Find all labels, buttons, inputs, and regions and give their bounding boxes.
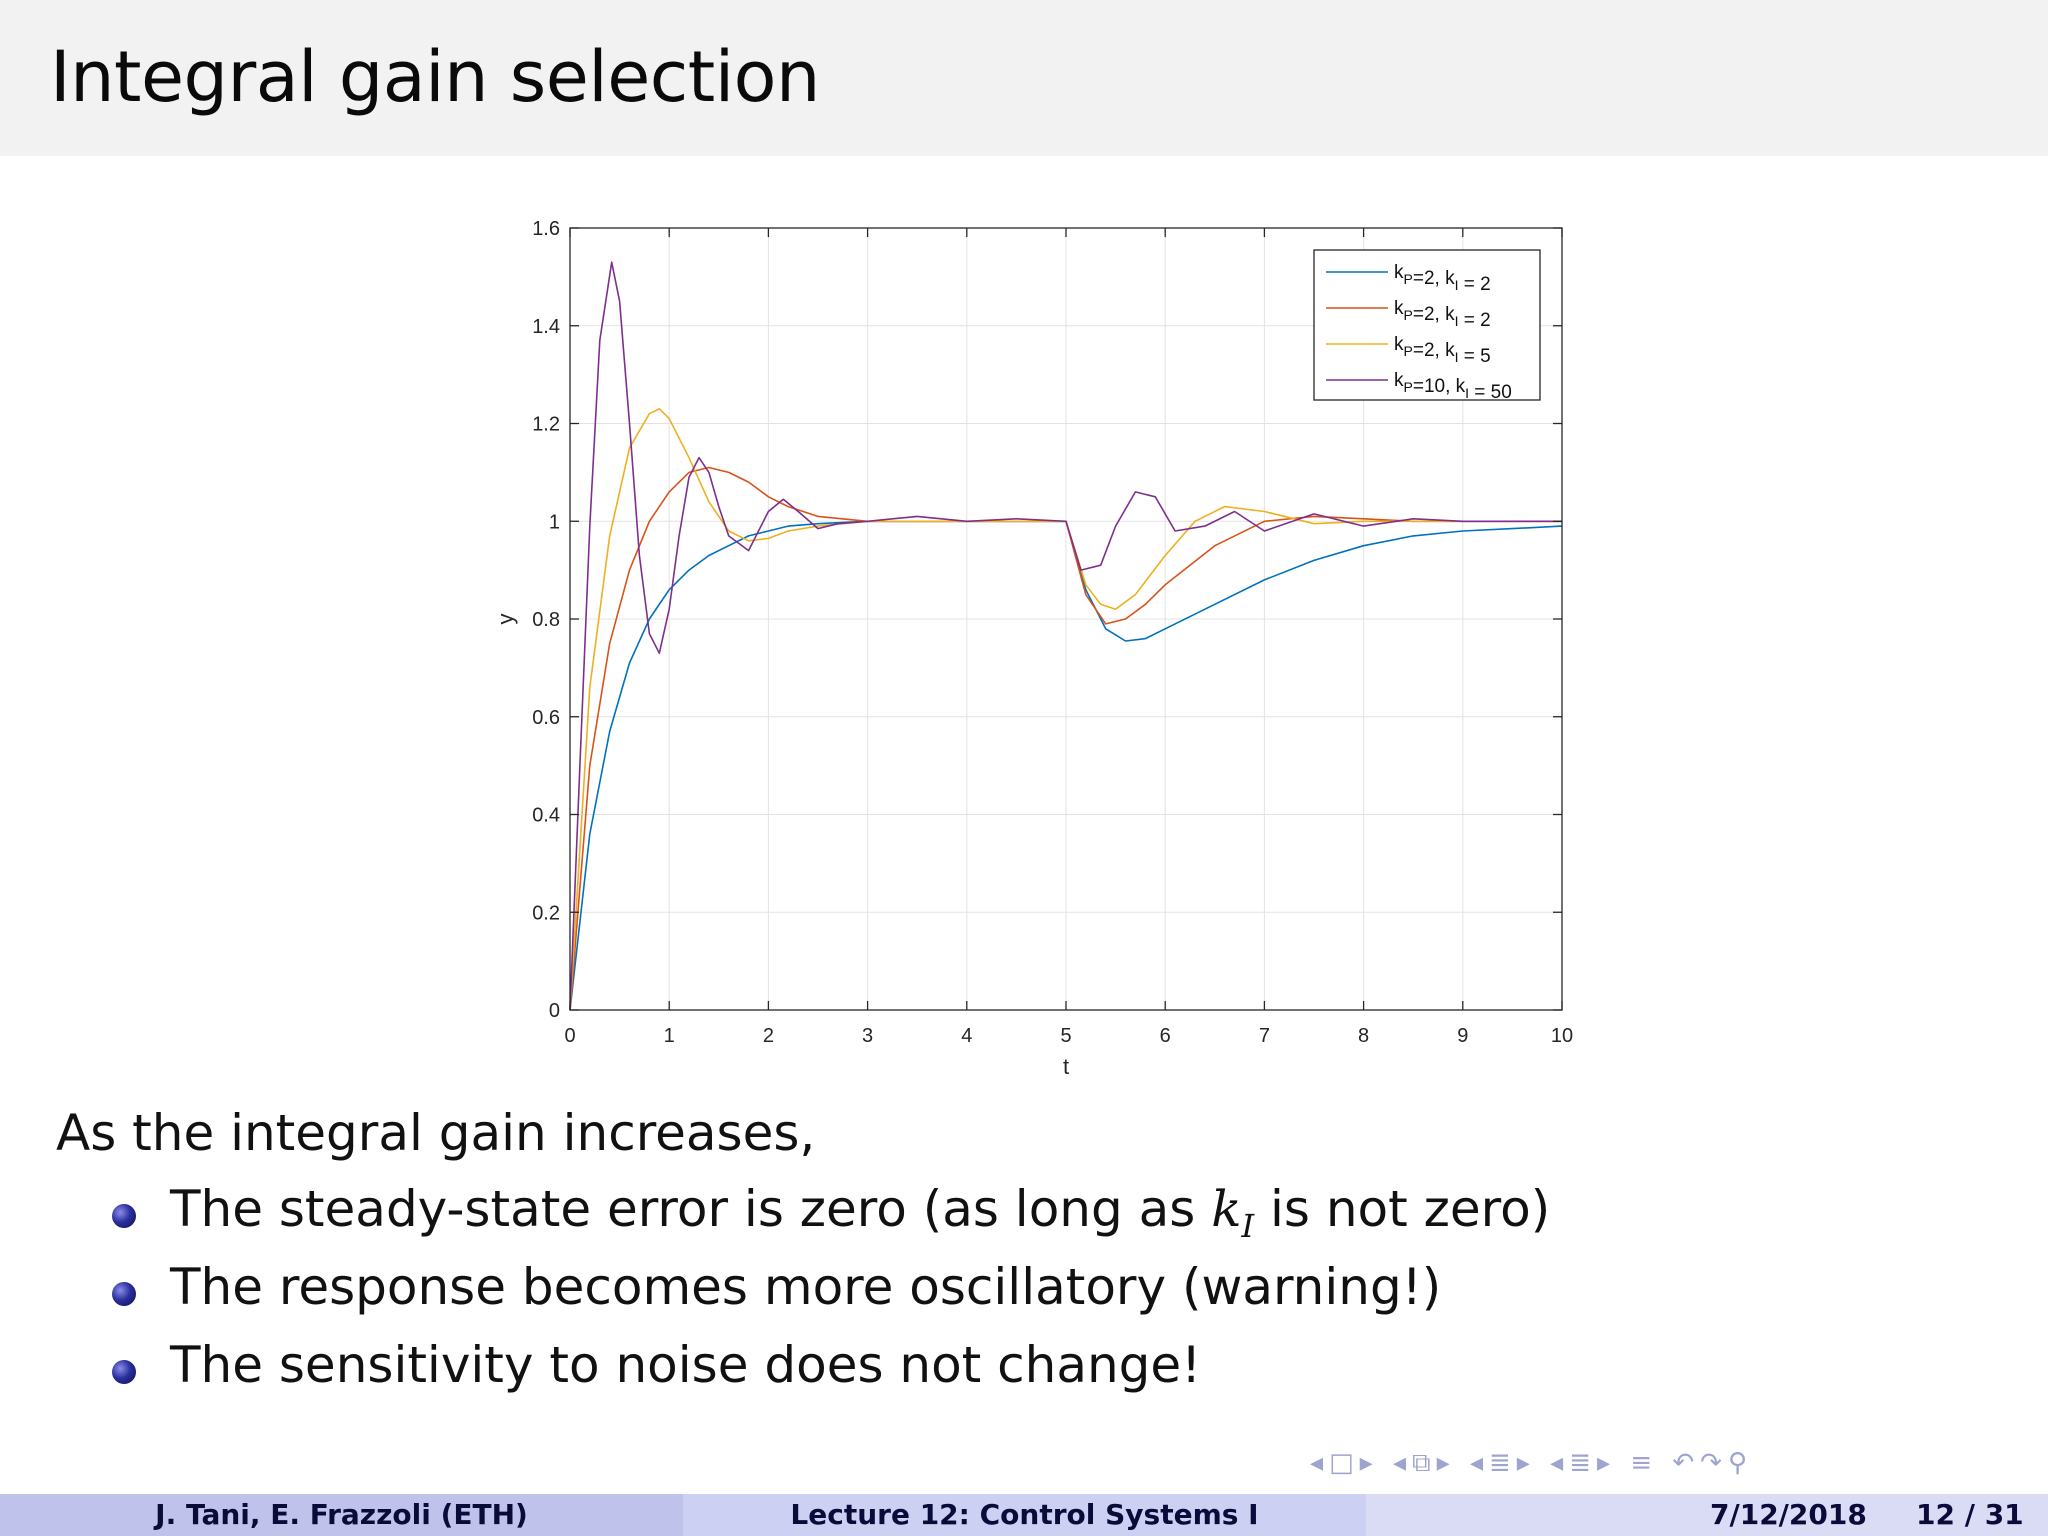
math-k: k [1211, 1180, 1242, 1238]
series-line-3 [569, 408, 1562, 1011]
x-tick-label: 8 [1358, 1025, 1369, 1047]
y-tick-label: 0.6 [532, 707, 560, 729]
footer-authors: J. Tani, E. Frazzoli (ETH) [0, 1494, 683, 1536]
footer-right: 7/12/2018 12 / 31 [1366, 1494, 2048, 1536]
x-tick-label: 0 [564, 1025, 575, 1047]
nav-section-icon[interactable]: ≣ [1489, 1448, 1517, 1478]
nav-next-subsection-icon[interactable]: ▸ [1596, 1448, 1617, 1478]
y-tick-label: 0 [549, 1000, 560, 1022]
nav-prev-frame-icon[interactable]: ◂ [1310, 1448, 1330, 1478]
x-tick-label: 2 [763, 1025, 774, 1047]
nav-prev-section-icon[interactable]: ◂ [1469, 1448, 1489, 1478]
nav-subsection-icon[interactable]: ≣ [1569, 1448, 1597, 1478]
legend-box [1313, 249, 1541, 401]
y-tick-label: 0.8 [532, 609, 560, 631]
intro-text: As the integral gain increases, [56, 1104, 816, 1162]
y-tick-label: 1.4 [532, 316, 560, 338]
footer-lecture: Lecture 12: Control Systems I [683, 1494, 1366, 1536]
nav-next-section-icon[interactable]: ▸ [1516, 1448, 1536, 1478]
nav-undo-icon[interactable]: ↶ [1672, 1448, 1701, 1478]
footer: J. Tani, E. Frazzoli (ETH) Lecture 12: C… [0, 1494, 2048, 1536]
y-axis-label: y [493, 614, 518, 625]
x-tick-label: 3 [862, 1025, 873, 1047]
nav-toc-icon[interactable]: ≡ [1630, 1448, 1659, 1478]
beamer-navigation: ◂□▸ ◂⧉▸ ◂≣▸ ◂≣▸ ≡ ↶↷⚲ [1310, 1448, 1753, 1478]
legend-entry-3: kP=2, kI = 5 [1394, 334, 1491, 367]
nav-next-frame-icon[interactable]: ▸ [1359, 1448, 1379, 1478]
y-tick-label: 1.2 [532, 414, 560, 436]
nav-search-icon[interactable]: ⚲ [1727, 1448, 1754, 1478]
slide-title: Integral gain selection [50, 36, 820, 118]
x-tick-label: 4 [961, 1025, 972, 1047]
legend-entry-4: kP=10, kI = 50 [1394, 370, 1512, 403]
legend: kP=2, kI = 2kP=2, kI = 2kP=2, kI = 5kP=1… [1313, 249, 1541, 403]
nav-redo-icon[interactable]: ↷ [1700, 1448, 1728, 1478]
bullet-text-pre: The steady-state error is zero (as long … [170, 1180, 1212, 1238]
y-tick-label: 1 [549, 511, 560, 533]
bullet-text: The steady-state error is zero (as long … [170, 1180, 1550, 1245]
x-tick-label: 1 [664, 1025, 675, 1047]
title-bar: Integral gain selection [0, 0, 2048, 156]
bullet-icon [112, 1282, 136, 1306]
ticks: 0 1 2 3 4 5 6 7 8 9 10 0 0.2 0.4 0.6 0.8 1 1.2 1.4 1.6 [532, 218, 1573, 1047]
legend-entry-2: kP=2, kI = 2 [1394, 298, 1491, 331]
math-sub-I: I [1241, 1207, 1255, 1245]
nav-slide-icon[interactable]: ⧉ [1412, 1448, 1437, 1478]
legend-entry-1: kP=2, kI = 2 [1394, 262, 1491, 295]
x-axis-label: t [1063, 1054, 1069, 1079]
y-tick-label: 0.2 [532, 902, 560, 924]
bullet-icon [112, 1360, 136, 1384]
y-tick-label: 1.6 [532, 218, 560, 240]
series-lines [569, 261, 1563, 1011]
bullet-text-post: is not zero) [1254, 1180, 1551, 1238]
footer-date: 7/12/2018 [1710, 1498, 1867, 1531]
x-tick-label: 5 [1060, 1025, 1071, 1047]
x-tick-label: 7 [1259, 1025, 1270, 1047]
x-tick-label: 10 [1551, 1025, 1573, 1047]
x-tick-label: 6 [1160, 1025, 1171, 1047]
bullet-text: The response becomes more oscillatory (w… [170, 1258, 1442, 1316]
footer-page-number: 12 / 31 [1916, 1498, 2024, 1531]
bullet-text: The sensitivity to noise does not change… [170, 1336, 1202, 1394]
series-line-4 [569, 261, 1562, 1011]
nav-prev-subsection-icon[interactable]: ◂ [1550, 1448, 1570, 1478]
math-k-I: kI [1211, 1180, 1254, 1245]
nav-next-slide-icon[interactable]: ▸ [1436, 1448, 1456, 1478]
x-tick-label: 9 [1457, 1025, 1468, 1047]
nav-frame-icon[interactable]: □ [1329, 1448, 1360, 1478]
y-tick-label: 0.4 [532, 805, 560, 827]
nav-prev-slide-icon[interactable]: ◂ [1392, 1448, 1413, 1478]
bullet-icon [112, 1204, 136, 1228]
